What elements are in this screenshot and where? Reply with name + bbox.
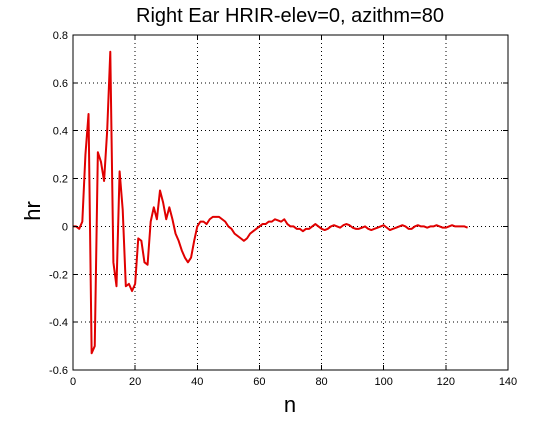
chart-title: Right Ear HRIR-elev=0, azithm=80 [136, 5, 444, 27]
y-axis-label: hr [20, 201, 45, 221]
axes-box [72, 34, 509, 371]
y-tick-label: -0.4 [49, 317, 68, 329]
y-tick-label: -0.6 [49, 365, 68, 377]
x-tick-label: 20 [129, 376, 141, 388]
y-tick-label: 0 [62, 221, 68, 233]
y-tick-label: 0.2 [53, 174, 68, 186]
y-tick-label: -0.2 [49, 269, 68, 281]
x-tick-label: 80 [315, 376, 327, 388]
y-tick-label: 0.6 [53, 78, 68, 90]
x-tick-label: 60 [253, 376, 265, 388]
x-tick-label: 0 [70, 376, 76, 388]
series-line-0 [73, 50, 468, 355]
x-tick-label: 100 [375, 376, 393, 388]
y-tick-label: 0.8 [53, 30, 68, 42]
x-axis-label: n [284, 392, 296, 417]
x-tick-label: 40 [191, 376, 203, 388]
x-tick-label: 120 [437, 376, 455, 388]
y-tick-label: 0.4 [53, 126, 68, 138]
plot-area [73, 35, 508, 370]
x-tick-label: 140 [499, 376, 517, 388]
